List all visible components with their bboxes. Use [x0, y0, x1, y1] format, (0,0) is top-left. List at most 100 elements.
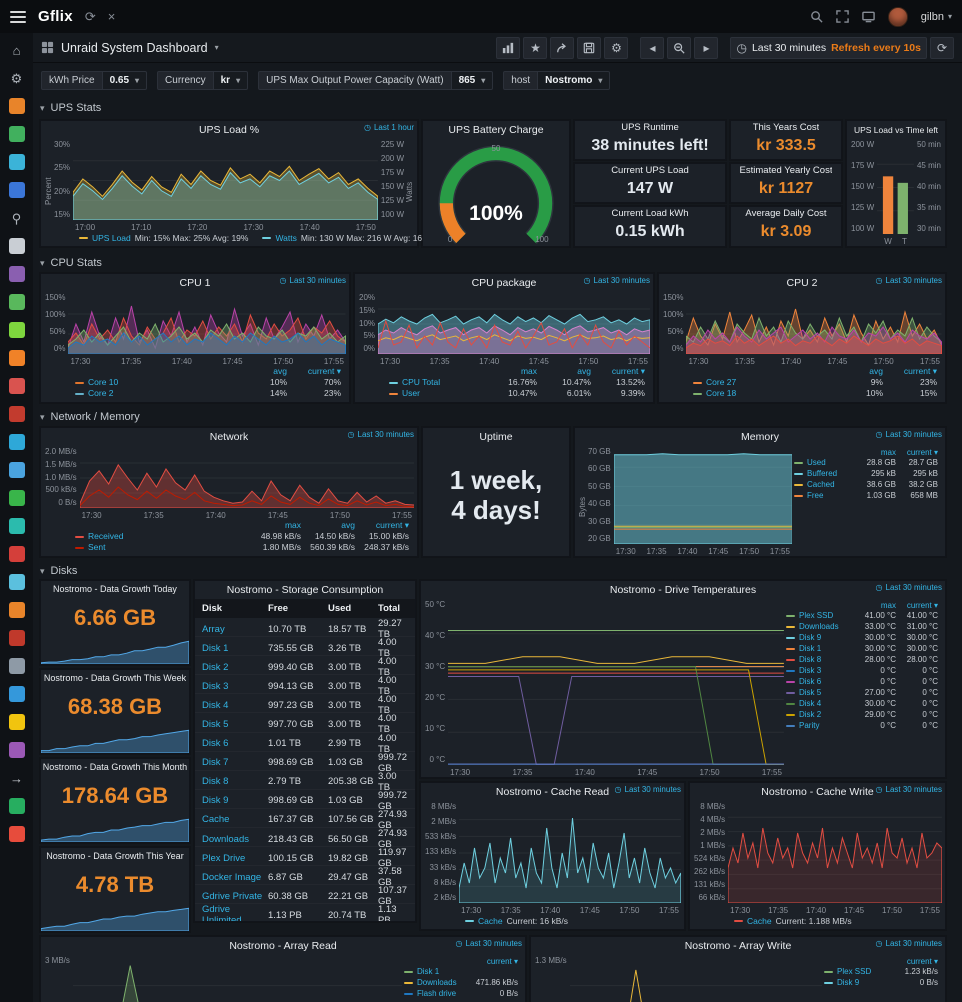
avatar[interactable] — [887, 6, 908, 27]
share-button[interactable] — [550, 36, 575, 59]
menu-icon[interactable] — [10, 10, 26, 23]
sidebar-icon[interactable] — [8, 686, 25, 702]
user-menu[interactable]: gilbn ▾ — [920, 10, 952, 23]
fullscreen-icon[interactable] — [835, 10, 849, 23]
time-range-badge[interactable]: ◷ Last 30 minutes — [279, 276, 346, 285]
time-back-button[interactable]: ◂ — [640, 36, 665, 59]
panel-title[interactable]: UPS Load % — [198, 124, 260, 136]
sidebar-icon[interactable] — [8, 742, 25, 758]
sidebar-icon[interactable] — [8, 826, 25, 842]
sidebar-icon[interactable]: ⚲ — [11, 210, 22, 226]
table-row: Disk 3 994.13 GB 3.00 TB 4.00 TB — [195, 675, 415, 697]
table-row: Disk 8 2.79 TB 205.38 GB 3.00 TB — [195, 771, 415, 793]
sidebar-icon[interactable] — [8, 462, 25, 478]
time-range-badge[interactable]: ◷ Last 30 minutes — [455, 939, 522, 948]
panel-uptime: Uptime 1 week, 4 days! — [422, 427, 570, 557]
sidebar-icon[interactable] — [8, 154, 25, 170]
sidebar-icon[interactable] — [8, 630, 25, 646]
y-axis: 50 °C 40 °C 30 °C 20 °C 10 °C 0 °C — [425, 600, 446, 764]
sidebar-icon[interactable] — [8, 574, 25, 590]
dashboard-picker-icon[interactable] — [41, 41, 54, 54]
time-range-badge[interactable]: ◷ Last 30 minutes — [347, 430, 414, 439]
settings-button[interactable]: ⚙ — [604, 36, 629, 59]
time-range-badge[interactable]: ◷ Last 30 minutes — [875, 583, 942, 592]
sidebar-icon[interactable]: ⌂ — [12, 42, 21, 58]
sidebar-icon[interactable] — [8, 126, 25, 142]
sidebar-icon[interactable] — [8, 406, 25, 422]
row-header-cpu-stats[interactable]: ▾ CPU Stats — [40, 257, 102, 269]
time-range-badge[interactable]: ◷ Last 30 minutes — [875, 785, 942, 794]
sidebar-icon[interactable] — [8, 182, 25, 198]
save-button[interactable] — [577, 36, 602, 59]
sidebar-icon[interactable] — [8, 658, 25, 674]
legend: max avg current ▾ CPU Total 16.76% 10.47% 13.… — [355, 366, 653, 402]
time-range-badge[interactable]: ◷ Last 30 minutes — [875, 939, 942, 948]
variable-dropdown[interactable]: kWh Price 0.65 ▾ — [41, 70, 148, 90]
time-range-badge[interactable]: ◷ Last 30 minutes — [583, 276, 650, 285]
sidebar-icon[interactable] — [8, 350, 25, 366]
sidebar-icon[interactable] — [8, 434, 25, 450]
tv-mode-icon[interactable] — [861, 10, 875, 23]
sidebar-icon[interactable] — [8, 602, 25, 618]
time-range-badge[interactable]: ◷ Last 30 minutes — [875, 430, 942, 439]
row-header-network-memory[interactable]: ▾ Network / Memory — [40, 411, 140, 423]
sidebar-icon[interactable] — [8, 714, 25, 730]
add-panel-button[interactable] — [496, 36, 521, 59]
search-icon[interactable] — [810, 10, 823, 23]
cycle-icon[interactable]: ⟳ — [84, 9, 96, 24]
variable-dropdown[interactable]: host Nostromo ▾ — [503, 70, 611, 90]
variable-dropdown[interactable]: UPS Max Output Power Capacity (Watt) 865… — [258, 70, 494, 90]
sparkline — [41, 729, 189, 753]
dashboard-title[interactable]: Unraid System Dashboard — [61, 40, 208, 55]
sidebar-icon[interactable] — [8, 546, 25, 562]
plot-area[interactable]: 17:00 17:10 17:20 17:30 17:40 17:50 — [73, 139, 378, 232]
close-icon[interactable]: × — [107, 9, 116, 24]
panel-current-load-kwh: Current Load kWh 0.15 kWh — [574, 206, 726, 247]
time-forward-button[interactable]: ▸ — [694, 36, 719, 59]
panel-ups-load: UPS Load % ◷ Last 1 hour Percent 30% 25% 20… — [40, 120, 437, 247]
time-range-badge[interactable]: ◷ Last 30 minutes — [875, 276, 942, 285]
stat-value: 147 W — [626, 179, 674, 197]
stat-value: 4.78 TB — [75, 872, 155, 897]
x-axis: 17:30 17:35 17:40 17:45 17:50 17:55 — [380, 357, 648, 366]
table-header: Disk Free Used Total — [195, 599, 415, 618]
dashboard-navbar: Unraid System Dashboard ▾ ★ ⚙ ◂ ▸ ◷ Last… — [33, 33, 962, 63]
zoom-out-button[interactable] — [667, 36, 692, 59]
time-picker-button[interactable]: ◷ Last 30 minutes Refresh every 10s — [730, 36, 927, 59]
sidebar-icon[interactable] — [8, 378, 25, 394]
sidebar-icon[interactable] — [8, 798, 25, 814]
panel-array-read: Nostromo - Array Read ◷ Last 30 minutes 3… — [40, 936, 526, 1002]
refresh-button[interactable]: ⟳ — [930, 36, 954, 59]
time-range-badge[interactable]: ◷ Last 30 minutes — [614, 785, 681, 794]
star-button[interactable]: ★ — [523, 36, 548, 59]
sidebar-icon[interactable] — [8, 98, 25, 114]
stat-value: kr 1127 — [758, 179, 814, 197]
sidebar-icon[interactable] — [8, 238, 25, 254]
sidebar-icon[interactable]: → — [10, 770, 23, 786]
sidebar-icon[interactable]: ⚙ — [10, 70, 23, 86]
panel-title[interactable]: UPS Battery Charge — [448, 124, 544, 136]
panel-cache-read: Nostromo - Cache Read ◷ Last 30 minutes 8… — [420, 782, 685, 930]
sidebar-icon[interactable] — [8, 294, 25, 310]
sidebar-icon[interactable] — [8, 518, 25, 534]
sidebar-icon[interactable] — [8, 490, 25, 506]
sidebar-icon[interactable] — [8, 266, 25, 282]
variable-dropdown[interactable]: Currency kr ▾ — [157, 70, 249, 90]
stat-value: 1 week, 4 days! — [449, 465, 543, 525]
row-header-ups-stats[interactable]: ▾ UPS Stats — [40, 102, 102, 114]
panel-ups-runtime: UPS Runtime 38 minutes left! — [574, 120, 726, 160]
time-range-badge[interactable]: ◷ Last 1 hour — [363, 123, 414, 132]
row-header-disks[interactable]: ▾ Disks — [40, 565, 78, 577]
sidebar-icon[interactable] — [8, 322, 25, 338]
